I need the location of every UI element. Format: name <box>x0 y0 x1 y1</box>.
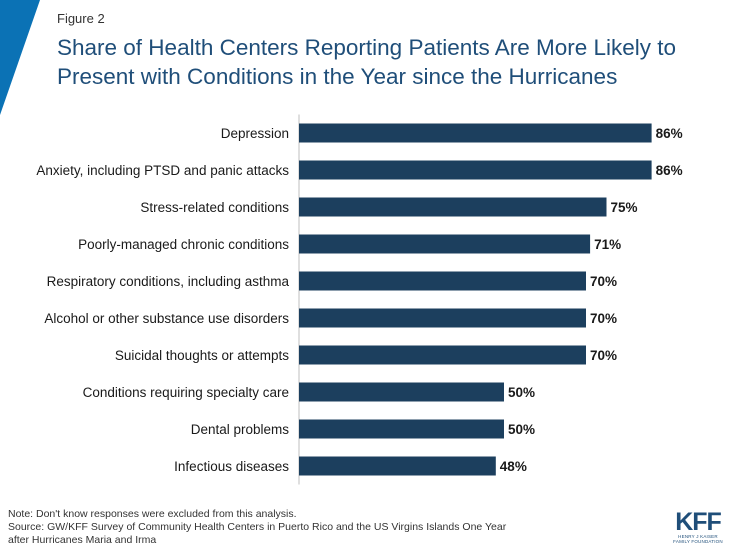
data-label: 70% <box>590 348 617 363</box>
category-label: Anxiety, including PTSD and panic attack… <box>36 163 289 178</box>
category-label: Conditions requiring specialty care <box>83 385 289 400</box>
data-label: 86% <box>656 163 683 178</box>
bar <box>299 197 607 217</box>
data-label: 71% <box>594 237 621 252</box>
category-label: Depression <box>221 126 289 141</box>
bar <box>299 345 586 365</box>
data-label: 70% <box>590 274 617 289</box>
bar <box>299 308 586 328</box>
logo-subtitle-line-1: HENRY J KAISER <box>678 534 718 539</box>
bar <box>299 456 496 476</box>
bar <box>299 271 586 291</box>
footnote-note: Note: Don't know responses were excluded… <box>8 508 297 520</box>
bar <box>299 160 652 180</box>
bar <box>299 419 504 439</box>
kff-logo: KFF HENRY J KAISER FAMILY FOUNDATION <box>668 510 728 546</box>
category-label: Stress-related conditions <box>140 200 289 215</box>
footnote: Note: Don't know responses were excluded… <box>8 508 506 547</box>
data-label: 50% <box>508 422 535 437</box>
figure-label: Figure 2 <box>57 11 105 26</box>
data-label: 50% <box>508 385 535 400</box>
category-label: Suicidal thoughts or attempts <box>115 348 289 363</box>
bar <box>299 123 652 143</box>
chart-title: Share of Health Centers Reporting Patien… <box>57 35 677 89</box>
category-label: Alcohol or other substance use disorders <box>44 311 289 326</box>
data-label: 70% <box>590 311 617 326</box>
category-label: Dental problems <box>191 422 290 437</box>
bar <box>299 234 591 254</box>
footnote-source-line-1: Source: GW/KFF Survey of Community Healt… <box>8 521 507 533</box>
category-label: Poorly-managed chronic conditions <box>78 237 289 252</box>
bar <box>299 382 504 402</box>
logo-subtitle-line-2: FAMILY FOUNDATION <box>673 539 723 544</box>
logo-mark: KFF <box>675 508 722 536</box>
data-label: 48% <box>500 459 527 474</box>
category-label: Infectious diseases <box>174 459 289 474</box>
category-label: Respiratory conditions, including asthma <box>47 274 290 289</box>
data-label: 75% <box>611 200 638 215</box>
corner-accent-triangle <box>0 0 40 115</box>
data-label: 86% <box>656 126 683 141</box>
footnote-source-line-2: after Hurricanes Maria and Irma <box>8 534 157 546</box>
